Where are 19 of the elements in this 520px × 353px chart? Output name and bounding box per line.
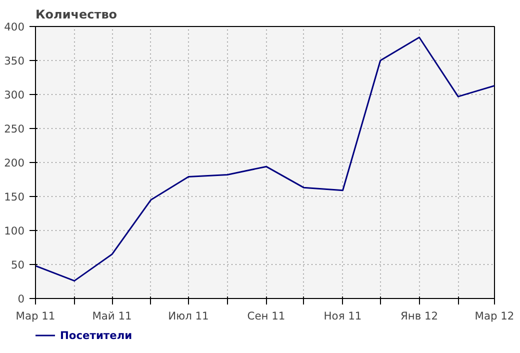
y-tick-label: 300 [4,88,25,102]
y-tick-label: 250 [4,122,25,136]
y-tick-label: 0 [18,292,25,306]
x-tick-label: Июл 11 [168,310,209,322]
x-tick-label: Май 11 [92,310,132,322]
x-tick-label: Мар 12 [474,310,514,322]
y-tick-label: 100 [4,224,25,238]
x-tick-label: Сен 11 [247,310,286,322]
x-tick-label: Мар 11 [16,310,56,322]
legend-label: Посетители [60,328,132,342]
y-tick-label: 150 [4,190,25,204]
chart-title: Количество [36,8,118,22]
x-tick-label: Ноя 11 [324,310,362,322]
y-tick-label: 400 [4,20,25,34]
x-tick-label: Янв 12 [400,310,438,322]
y-tick-label: 350 [4,54,25,68]
line-series [36,36,494,282]
y-tick-label: 50 [10,258,25,272]
y-tick-label: 200 [4,156,25,170]
